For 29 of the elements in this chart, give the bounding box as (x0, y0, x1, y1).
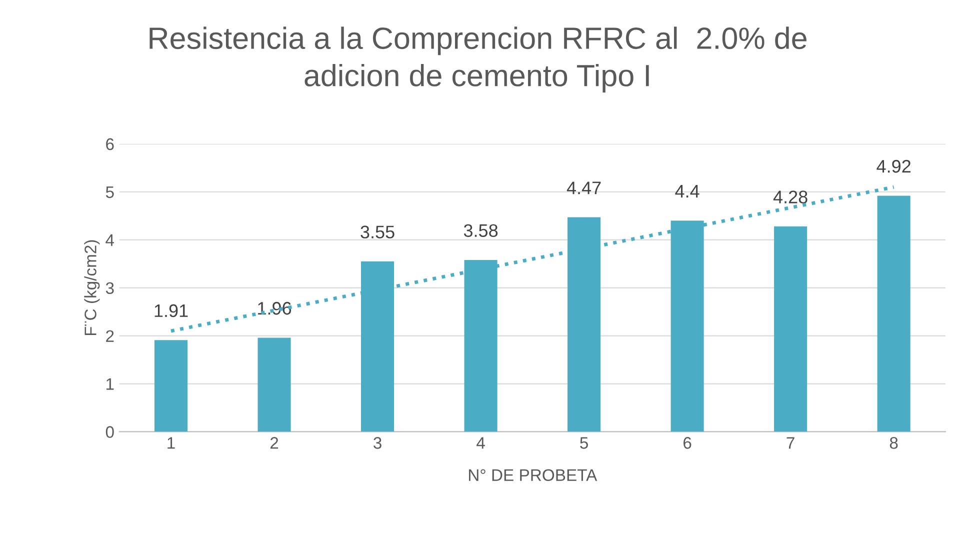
x-tick-label: 6 (684, 437, 692, 449)
data-label: 1.91 (154, 304, 188, 318)
y-tick-label: 6 (106, 138, 114, 150)
data-label: 4.92 (876, 160, 910, 173)
data-label: 4.28 (773, 190, 808, 204)
y-tick-label: 4 (106, 234, 114, 246)
x-tick-label: 8 (890, 437, 898, 449)
x-tick-label: 1 (168, 437, 175, 449)
y-tick-label: 5 (106, 186, 114, 198)
y-axis-title: F¨C (kg/cm2) (84, 240, 100, 336)
y-tick-label: 0 (106, 426, 114, 438)
bar (258, 338, 291, 432)
bar (154, 340, 188, 432)
bar (877, 196, 910, 432)
x-tick-label: 4 (476, 437, 485, 449)
data-label: 4.47 (566, 182, 601, 194)
y-tick-label: 3 (106, 282, 114, 294)
data-label: 3.58 (464, 224, 498, 237)
bar (774, 226, 808, 432)
chart-title: Resistencia a la Comprencion RFRC al 2.0% de adicion de cemento Tipo I (150, 26, 806, 92)
data-label: 4.4 (675, 185, 700, 198)
y-tick-label: 2 (106, 330, 114, 342)
x-tick-label: 5 (580, 437, 588, 449)
y-tick-label: 1 (106, 378, 114, 390)
x-tick-label: 2 (270, 437, 278, 449)
x-axis-title: N° DE PROBETA (469, 469, 598, 482)
x-tick-label: 3 (374, 437, 382, 449)
x-tick-label: 7 (786, 437, 794, 449)
data-label: 3.55 (360, 226, 394, 238)
